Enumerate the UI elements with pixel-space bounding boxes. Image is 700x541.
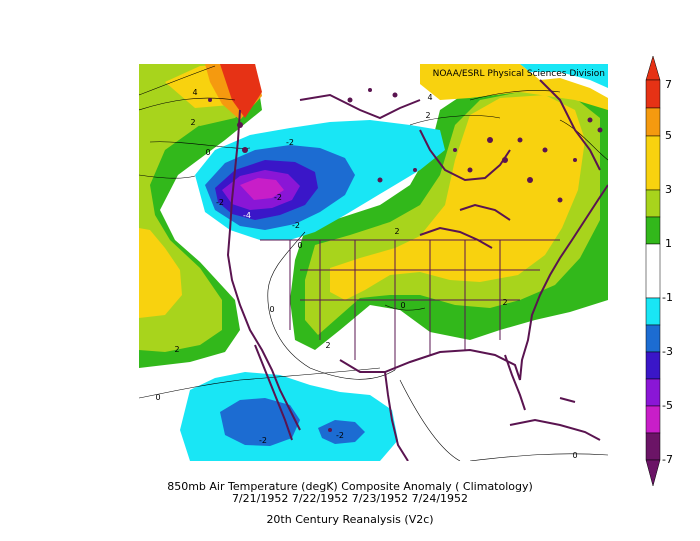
- colorbar-seg: [645, 79, 661, 109]
- colorbar-tick-label: 5: [665, 129, 672, 142]
- contour-label: -2: [336, 431, 344, 440]
- shade-nw-red: [220, 64, 262, 118]
- colorbar-seg: [645, 243, 661, 299]
- coast-specks: [208, 88, 603, 432]
- contour-label: -2: [274, 193, 282, 202]
- colorbar-seg: [645, 216, 661, 245]
- colorbar-seg: [645, 135, 661, 191]
- contour-label: 0: [297, 241, 302, 250]
- colorbar-seg: [645, 189, 661, 218]
- state-borders: [260, 239, 560, 370]
- colorbar: [645, 55, 661, 487]
- contour-label: 0: [205, 148, 210, 157]
- contour-label: 0: [269, 305, 274, 314]
- contour-label: 2: [502, 298, 507, 307]
- shade-west-yellow: [139, 228, 182, 318]
- caption-dataset: 20th Century Reanalysis (V2c): [266, 513, 434, 526]
- contour-label: 2: [394, 227, 399, 236]
- colorbar-seg: [645, 351, 661, 380]
- caption-dates: 7/21/1952 7/22/1952 7/23/1952 7/24/1952: [231, 492, 469, 505]
- colorbar-tick-label: 7: [665, 78, 672, 91]
- contour-label: -4: [243, 211, 251, 220]
- shade-east-yellow: [330, 95, 585, 300]
- contour-label: 4: [427, 93, 432, 102]
- contour-label: 4: [192, 88, 197, 97]
- colorbar-seg: [645, 107, 661, 137]
- shade-east-yellow-top: [420, 64, 608, 110]
- colorbar-seg: [645, 432, 661, 461]
- contour-label: -2: [286, 138, 294, 147]
- source-credit: NOAA/ESRL Physical Sciences Division: [433, 69, 605, 79]
- coastlines: [226, 79, 608, 461]
- contour-label: -2: [259, 436, 267, 445]
- contour-label: 0: [400, 301, 405, 310]
- colorbar-seg: [645, 405, 661, 434]
- colorbar-tick-label: -5: [662, 399, 673, 412]
- colorbar-tick-label: -3: [662, 345, 673, 358]
- colorbar-tick-label: -1: [662, 291, 673, 304]
- colorbar-tick-label: 3: [665, 183, 672, 196]
- colorbar-seg: [645, 324, 661, 353]
- shade-sw-blue-right: [318, 420, 365, 444]
- contour-label: 2: [325, 341, 330, 350]
- colorbar-tick-label: -7: [662, 453, 673, 466]
- contour-label-group: 4 2 0 -2 -4 -2 0 2 4 2 2 2 0 0 2 -2 -2 0…: [155, 88, 577, 460]
- contour-label: -2: [292, 221, 300, 230]
- contour-label: 0: [572, 451, 577, 460]
- contour-label: 0: [155, 393, 160, 402]
- map-panel: 4 2 0 -2 -4 -2 0 2 4 2 2 2 0 0 2 -2 -2 0…: [139, 64, 608, 461]
- contour-label: 2: [425, 111, 430, 120]
- colorbar-top-arrow: [645, 55, 661, 81]
- shade-nw-magenta: [240, 178, 284, 200]
- contour-label: 2: [174, 345, 179, 354]
- caption-title: 850mb Air Temperature (degK) Composite A…: [167, 480, 533, 493]
- colorbar-seg: [645, 297, 661, 326]
- contour-label: 2: [190, 118, 195, 127]
- colorbar-bottom-arrow: [645, 459, 661, 487]
- shade-east-cyan-top: [520, 64, 608, 88]
- contour-label: -2: [216, 198, 224, 207]
- colorbar-seg: [645, 378, 661, 407]
- colorbar-tick-label: 1: [665, 237, 672, 250]
